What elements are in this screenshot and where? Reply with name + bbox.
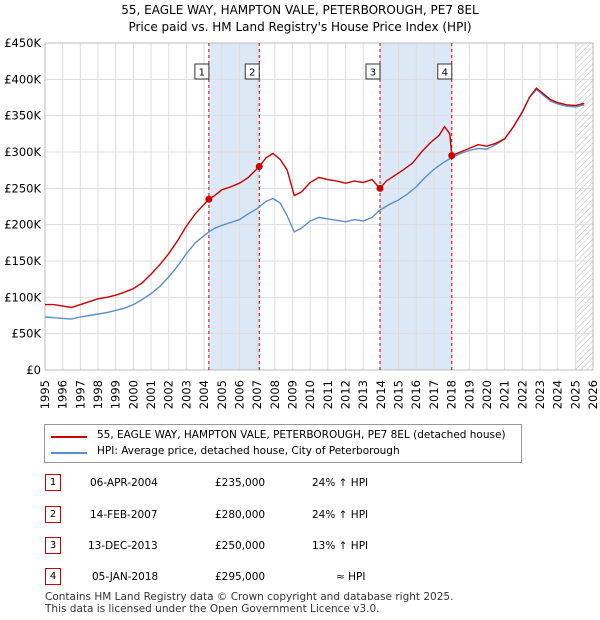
x-tick-label: 2004 (197, 380, 211, 409)
x-tick-label: 1999 (109, 380, 123, 409)
x-tick-label: 1998 (91, 380, 105, 409)
x-tick-label: 2014 (374, 380, 388, 409)
transaction-badge: 4 (45, 568, 61, 585)
transaction-hpi: 24% ↑ HPI (312, 477, 369, 489)
x-tick-label: 2023 (533, 380, 547, 409)
y-tick-label: £400K (4, 72, 41, 86)
x-tick-label: 2020 (480, 380, 494, 409)
sale-number-box (437, 63, 453, 80)
y-tick-label: £0 (26, 363, 41, 377)
y-tick-label: £100K (4, 290, 41, 304)
transaction-badge: 3 (45, 537, 61, 554)
sale-number-box (244, 63, 260, 80)
x-tick-label: 2018 (445, 380, 459, 409)
x-tick-label: 2015 (392, 380, 406, 409)
x-tick-label: 2019 (462, 380, 476, 409)
sale-point (448, 152, 456, 160)
y-tick-label: £150K (4, 254, 41, 268)
x-tick-label: 2011 (321, 380, 335, 409)
x-tick-label: 2012 (339, 380, 353, 409)
sale-number-label: 3 (370, 68, 376, 79)
y-tick-label: £200K (4, 218, 41, 232)
transaction-date: 13-DEC-2013 (88, 540, 158, 552)
x-tick-label: 2005 (215, 380, 229, 409)
x-tick-label: 2003 (179, 380, 193, 409)
x-tick-label: 2002 (162, 380, 176, 409)
x-tick-label: 2021 (498, 380, 512, 409)
legend-label-hpi: HPI: Average price, detached house, City… (97, 445, 400, 457)
x-tick-label: 2001 (144, 380, 158, 409)
x-tick-label: 2009 (285, 380, 299, 409)
x-tick-label: 2000 (126, 380, 140, 409)
price-chart: £0 £50K £100K £150K £200K £250K £300K £350K £400… (4, 36, 600, 409)
chart-subtitle: Price paid vs. HM Land Registry's House … (128, 20, 472, 34)
sale-number-box (365, 63, 381, 80)
x-tick-label: 2025 (568, 380, 582, 409)
forecast-hatch (575, 43, 593, 370)
plot-frame (44, 42, 594, 371)
transaction-hpi: 13% ↑ HPI (312, 540, 369, 552)
transaction-price: £295,000 (215, 571, 266, 583)
legend-swatch-hpi (51, 452, 87, 454)
transaction-date: 06-APR-2004 (90, 477, 158, 489)
transaction-price: £280,000 (215, 509, 266, 521)
y-tick-label: £350K (4, 109, 41, 123)
sale-point (255, 163, 263, 171)
x-tick-label: 2026 (586, 380, 600, 409)
transaction-hpi: ≈ HPI (336, 571, 366, 583)
transaction-price: £250,000 (215, 540, 266, 552)
shaded-period (208, 43, 260, 370)
x-tick-label: 2016 (409, 380, 423, 409)
transaction-date: 05-JAN-2018 (92, 571, 159, 583)
y-tick-label: £250K (4, 181, 41, 195)
x-tick-label: 2013 (356, 380, 370, 409)
transaction-date: 14-FEB-2007 (90, 509, 158, 521)
transaction-price: £235,000 (215, 477, 266, 489)
x-tick-label: 2017 (427, 380, 441, 409)
x-tick-label: 1996 (56, 380, 70, 409)
transaction-badge: 2 (45, 506, 61, 523)
transaction-hpi: 24% ↑ HPI (312, 509, 369, 521)
y-tick-label: £450K (4, 36, 41, 50)
hpi-series-line (44, 88, 585, 320)
sale-number-label: 2 (249, 68, 255, 79)
y-tick-label: £300K (4, 145, 41, 159)
y-tick-label: £50K (12, 327, 42, 341)
x-tick-label: 1995 (38, 380, 52, 409)
x-tick-label: 2008 (268, 380, 282, 409)
chart-legend: 55, EAGLE WAY, HAMPTON VALE, PETERBOROUG… (44, 424, 522, 463)
x-tick-label: 2007 (250, 380, 264, 409)
x-tick-label: 2022 (515, 380, 529, 409)
sale-number-label: 1 (199, 68, 205, 79)
chart-title: 55, EAGLE WAY, HAMPTON VALE, PETERBOROUG… (121, 3, 479, 17)
property-series-line (45, 87, 585, 309)
sale-number-box (194, 63, 210, 80)
x-tick-label: 1997 (73, 380, 87, 409)
x-tick-label: 2024 (551, 380, 565, 409)
legend-swatch-property (51, 436, 87, 438)
x-tick-label: 2006 (232, 380, 246, 409)
x-tick-label: 2010 (303, 380, 317, 409)
transaction-badge: 1 (45, 474, 61, 491)
legend-label-property: 55, EAGLE WAY, HAMPTON VALE, PETERBOROUG… (97, 429, 506, 441)
sale-point (376, 184, 384, 192)
footer-copyright: Contains HM Land Registry data © Crown c… (45, 591, 454, 603)
sale-number-label: 4 (442, 68, 448, 79)
footer-license: This data is licensed under the Open Gov… (45, 603, 380, 615)
sale-point (205, 195, 213, 203)
